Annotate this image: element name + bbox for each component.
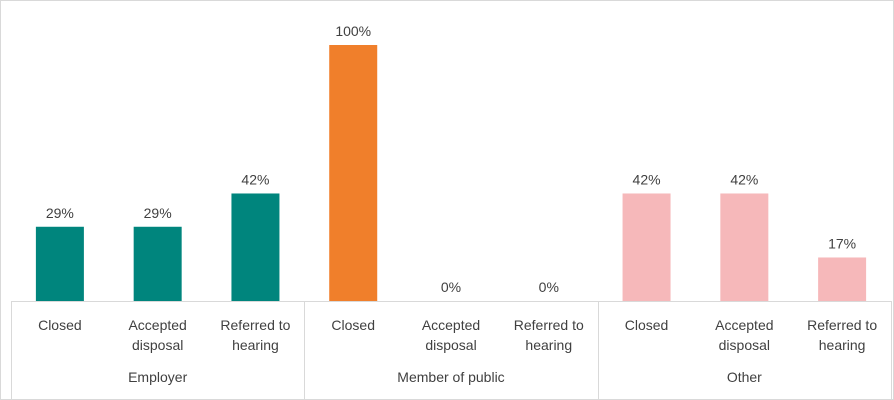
data-label-0-2: 42% [241,171,269,187]
data-label-1-2: 0% [539,279,559,295]
category-label-2-2-1: hearing [819,337,866,353]
category-label-0-0-0: Closed [38,317,82,333]
bar-0-2 [231,193,280,301]
bar-0-1 [133,226,182,301]
category-label-1-2-0: Referred to [514,317,584,333]
category-label-1-1-0: Accepted [422,317,480,333]
data-label-1-0: 100% [335,23,371,39]
group-label-1: Member of public [397,369,504,385]
group-label-2: Other [727,369,762,385]
data-label-0-1: 29% [144,205,172,221]
category-label-1-2-1: hearing [525,337,572,353]
bar-1-0 [329,45,378,301]
category-label-0-1-1: disposal [132,337,183,353]
bar-0-0 [35,226,84,301]
category-label-1-0-0: Closed [331,317,375,333]
category-label-2-1-0: Accepted [715,317,773,333]
bar-2-0 [622,193,671,301]
category-label-2-2-0: Referred to [807,317,877,333]
bar-2-2 [818,257,867,301]
bar-2-1 [720,193,769,301]
category-label-0-2-1: hearing [232,337,279,353]
category-label-0-1-0: Accepted [128,317,186,333]
category-label-2-0-0: Closed [625,317,669,333]
data-label-2-2: 17% [828,235,856,251]
group-label-0: Employer [128,369,187,385]
category-label-2-1-1: disposal [719,337,770,353]
data-label-1-1: 0% [441,279,461,295]
category-label-1-1-1: disposal [425,337,476,353]
category-label-0-2-0: Referred to [220,317,290,333]
data-label-0-0: 29% [46,205,74,221]
data-label-2-0: 42% [633,171,661,187]
data-label-2-1: 42% [730,171,758,187]
